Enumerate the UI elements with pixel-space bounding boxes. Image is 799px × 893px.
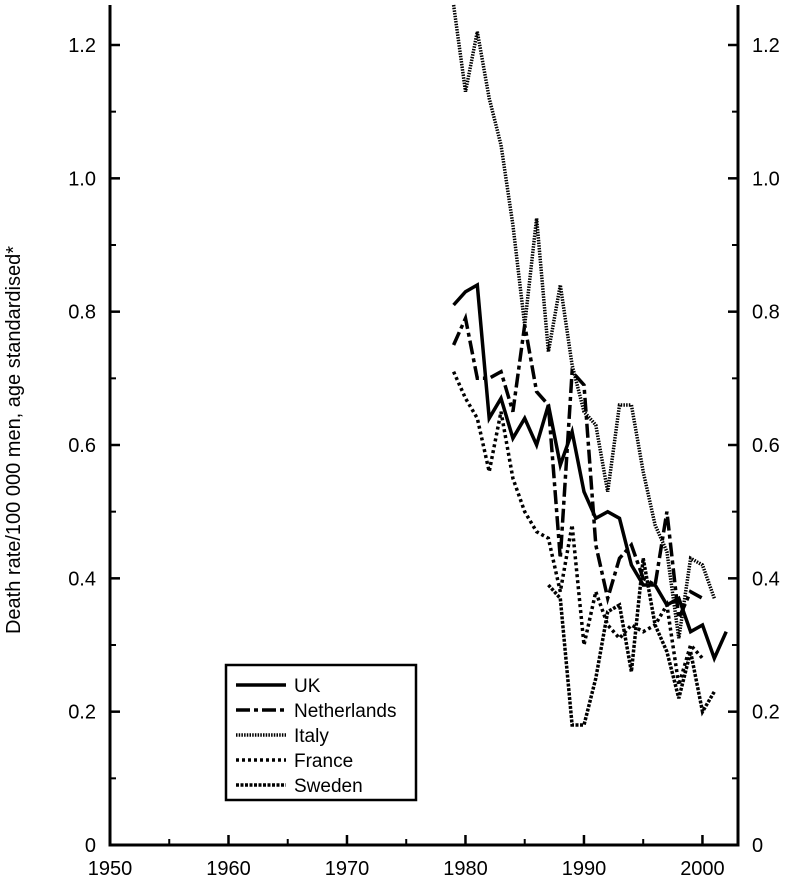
series-line-france xyxy=(452,370,704,686)
y-tick-label-right: 1.0 xyxy=(752,168,780,190)
y-tick-label-right: 0 xyxy=(752,835,763,857)
legend: UK Netherlands Italy France Sweden xyxy=(224,663,418,802)
x-tick-label: 1960 xyxy=(206,858,251,880)
y-tick-label-right: 0.6 xyxy=(752,435,780,457)
series-line-uk xyxy=(452,282,728,664)
legend-box xyxy=(224,663,418,802)
y-tick-label-left: 0.8 xyxy=(68,302,96,324)
x-tick-label: 1950 xyxy=(88,858,133,880)
x-tick-label: 1980 xyxy=(443,858,488,880)
y-tick-label-left: 1.0 xyxy=(68,168,96,190)
x-tick-label: 1970 xyxy=(325,858,370,880)
y-tick-label-left: 0.2 xyxy=(68,702,96,724)
y-axis-title: Death rate/100 000 men, age standardised… xyxy=(3,246,25,634)
y-tick-label-left: 0 xyxy=(85,835,96,857)
legend-label-france: France xyxy=(294,751,353,772)
y-tick-label-right: 0.2 xyxy=(752,702,780,724)
legend-label-netherlands: Netherlands xyxy=(294,701,396,722)
x-tick-label: 2000 xyxy=(680,858,725,880)
y-tick-label-left: 1.2 xyxy=(68,35,96,57)
series-layer xyxy=(451,4,728,727)
x-tick-label: 1990 xyxy=(562,858,607,880)
legend-label-sweden: Sweden xyxy=(294,776,363,797)
y-tick-label-right: 0.8 xyxy=(752,302,780,324)
y-tick-label-right: 1.2 xyxy=(752,35,780,57)
legend-label-italy: Italy xyxy=(294,726,329,747)
series-line-sweden xyxy=(547,557,716,727)
y-tick-label-left: 0.4 xyxy=(68,568,96,590)
y-tick-label-left: 0.6 xyxy=(68,435,96,457)
axes: 0 0 0.2 0.2 0.4 0.4 0.6 0.6 0.8 0.8 1.0 1.0 1.2 1.2 19… xyxy=(68,5,780,880)
series-line-netherlands xyxy=(452,312,704,625)
legend-label-uk: UK xyxy=(294,676,321,697)
y-tick-label-right: 0.4 xyxy=(752,568,780,590)
series-line-italy xyxy=(451,4,716,639)
